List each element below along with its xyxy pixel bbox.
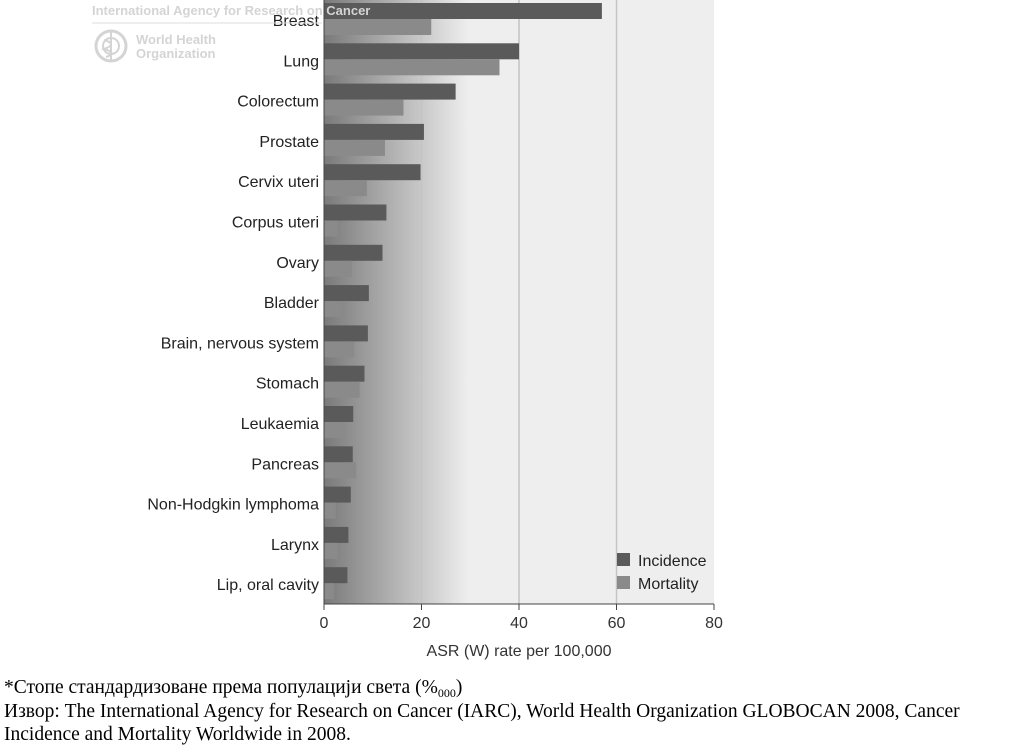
category-label: Bladder bbox=[264, 295, 320, 312]
bar-mortality bbox=[324, 139, 385, 156]
legend-label-incidence: Incidence bbox=[638, 553, 707, 570]
category-label: Prostate bbox=[259, 134, 319, 151]
bar-incidence bbox=[324, 567, 348, 584]
category-label: Lung bbox=[283, 53, 319, 70]
gridlines bbox=[420, 0, 618, 604]
bar-mortality bbox=[324, 542, 338, 559]
category-label: Brain, nervous system bbox=[161, 335, 319, 352]
bar-incidence bbox=[324, 3, 602, 19]
rate-footnote-subscript: 000 bbox=[437, 686, 456, 700]
x-axis-ticks: 0 20 40 60 80 bbox=[320, 604, 723, 632]
bar-incidence bbox=[324, 123, 424, 140]
legend: Incidence Mortality bbox=[617, 553, 707, 593]
bar-mortality bbox=[324, 220, 338, 237]
category-label: Ovary bbox=[276, 255, 319, 272]
category-label: Stomach bbox=[256, 376, 319, 393]
category-label: Larynx bbox=[271, 537, 319, 554]
x-tick-label: 60 bbox=[608, 615, 626, 632]
bar-mortality bbox=[324, 19, 432, 35]
x-tick-label: 80 bbox=[705, 615, 723, 632]
rate-footnote-end: ) bbox=[455, 677, 463, 698]
bar-incidence bbox=[324, 486, 351, 503]
x-axis-title: ASR (W) rate per 100,000 bbox=[427, 643, 612, 660]
bar-incidence bbox=[324, 526, 349, 543]
bar-incidence bbox=[324, 365, 365, 382]
bar-mortality bbox=[324, 180, 367, 197]
category-label: Cervix uteri bbox=[238, 174, 319, 191]
bar-mortality bbox=[324, 59, 500, 76]
legend-swatch-mortality bbox=[617, 576, 630, 589]
category-label: Lip, oral cavity bbox=[217, 577, 319, 594]
bar-incidence bbox=[324, 164, 421, 181]
bar-incidence bbox=[324, 43, 519, 60]
bar-incidence bbox=[324, 244, 383, 261]
rate-footnote: *Стопе стандардизоване према популацији … bbox=[4, 676, 462, 705]
header-logos: International Agency for Research on Can… bbox=[92, 3, 370, 63]
bar-mortality bbox=[324, 462, 357, 479]
bar-incidence bbox=[324, 285, 369, 302]
who-name-line1: World Health bbox=[136, 32, 216, 47]
bar-mortality bbox=[324, 502, 336, 519]
bar-incidence bbox=[324, 83, 456, 100]
category-label: Pancreas bbox=[251, 456, 319, 473]
bar-mortality bbox=[324, 99, 404, 116]
rate-footnote-main: *Стопе стандардизоване према популацији … bbox=[4, 677, 438, 698]
category-label: Corpus uteri bbox=[232, 215, 319, 232]
agency-logo-text: International Agency for Research on Can… bbox=[92, 3, 370, 18]
bar-mortality bbox=[324, 260, 352, 277]
who-name-line2: Organization bbox=[136, 46, 216, 61]
bar-chart: Breast Lung Colorectum Prostate Cervix uteri… bbox=[92, 0, 723, 660]
bar-incidence bbox=[324, 406, 354, 422]
x-tick-label: 40 bbox=[510, 615, 528, 632]
category-label: Breast bbox=[273, 13, 320, 30]
who-emblem-icon bbox=[94, 29, 128, 63]
bar-incidence bbox=[324, 204, 387, 221]
bar-mortality bbox=[324, 301, 342, 318]
bar-mortality bbox=[324, 422, 344, 438]
bar-mortality bbox=[324, 341, 355, 358]
legend-swatch-incidence bbox=[617, 553, 630, 566]
category-label: Leukaemia bbox=[241, 416, 319, 433]
bar-mortality bbox=[324, 583, 334, 600]
category-label: Colorectum bbox=[237, 94, 319, 111]
bar-mortality bbox=[324, 381, 360, 398]
bars bbox=[324, 3, 602, 600]
category-labels: Breast Lung Colorectum Prostate Cervix uteri… bbox=[147, 13, 319, 594]
legend-label-mortality: Mortality bbox=[638, 576, 698, 593]
x-tick-label: 0 bbox=[320, 615, 329, 632]
bar-incidence bbox=[324, 325, 368, 342]
bar-incidence bbox=[324, 446, 353, 463]
category-label: Non-Hodgkin lymphoma bbox=[147, 497, 319, 514]
source-caption: Извор: The International Agency for Rese… bbox=[4, 701, 960, 745]
x-tick-label: 20 bbox=[413, 615, 431, 632]
